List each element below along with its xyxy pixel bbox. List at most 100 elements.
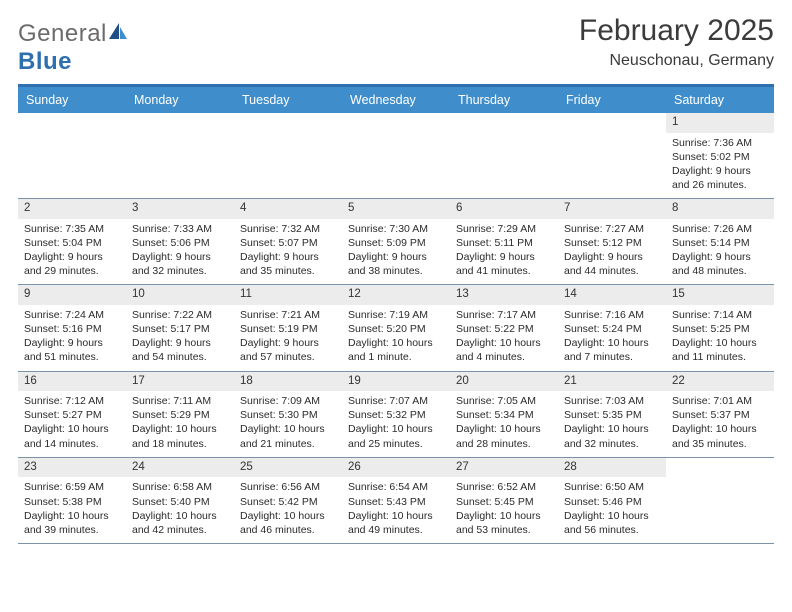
sunset-text: Sunset: 5:30 PM [240, 408, 336, 422]
day-number: 28 [558, 458, 666, 478]
sunset-text: Sunset: 5:06 PM [132, 236, 228, 250]
sunrise-text: Sunrise: 7:24 AM [24, 308, 120, 322]
day-body: Sunrise: 6:58 AMSunset: 5:40 PMDaylight:… [126, 477, 234, 543]
day-number: 10 [126, 285, 234, 305]
sunrise-text: Sunrise: 7:17 AM [456, 308, 552, 322]
daylight-text: Daylight: 10 hours and 21 minutes. [240, 422, 336, 450]
daylight-text: Daylight: 9 hours and 32 minutes. [132, 250, 228, 278]
sunrise-text: Sunrise: 6:58 AM [132, 480, 228, 494]
daylight-text: Daylight: 10 hours and 49 minutes. [348, 509, 444, 537]
daylight-text: Daylight: 9 hours and 38 minutes. [348, 250, 444, 278]
calendar-day: 8Sunrise: 7:26 AMSunset: 5:14 PMDaylight… [666, 199, 774, 284]
calendar-day: 7Sunrise: 7:27 AMSunset: 5:12 PMDaylight… [558, 199, 666, 284]
sunrise-text: Sunrise: 7:22 AM [132, 308, 228, 322]
calendar-day: 18Sunrise: 7:09 AMSunset: 5:30 PMDayligh… [234, 372, 342, 457]
calendar-page: GeneralBlue February 2025 Neuschonau, Ge… [0, 0, 792, 612]
day-number: 21 [558, 372, 666, 392]
sunrise-text: Sunrise: 7:03 AM [564, 394, 660, 408]
day-body: Sunrise: 7:36 AMSunset: 5:02 PMDaylight:… [666, 133, 774, 199]
daylight-text: Daylight: 10 hours and 25 minutes. [348, 422, 444, 450]
sunrise-text: Sunrise: 7:29 AM [456, 222, 552, 236]
month-title: February 2025 [579, 14, 774, 48]
sunrise-text: Sunrise: 7:32 AM [240, 222, 336, 236]
weekday-fri: Friday [558, 87, 666, 113]
calendar-day [234, 113, 342, 198]
sunrise-text: Sunrise: 7:19 AM [348, 308, 444, 322]
calendar-day [18, 113, 126, 198]
day-body: Sunrise: 7:12 AMSunset: 5:27 PMDaylight:… [18, 391, 126, 457]
sunset-text: Sunset: 5:43 PM [348, 495, 444, 509]
calendar-week: 1Sunrise: 7:36 AMSunset: 5:02 PMDaylight… [18, 113, 774, 199]
day-number: 19 [342, 372, 450, 392]
day-number: 4 [234, 199, 342, 219]
day-body: Sunrise: 7:21 AMSunset: 5:19 PMDaylight:… [234, 305, 342, 371]
day-body: Sunrise: 7:17 AMSunset: 5:22 PMDaylight:… [450, 305, 558, 371]
sunrise-text: Sunrise: 7:12 AM [24, 394, 120, 408]
calendar-week: 9Sunrise: 7:24 AMSunset: 5:16 PMDaylight… [18, 285, 774, 371]
weekday-thu: Thursday [450, 87, 558, 113]
calendar-day: 11Sunrise: 7:21 AMSunset: 5:19 PMDayligh… [234, 285, 342, 370]
day-number: 20 [450, 372, 558, 392]
sunrise-text: Sunrise: 7:07 AM [348, 394, 444, 408]
calendar-day: 25Sunrise: 6:56 AMSunset: 5:42 PMDayligh… [234, 458, 342, 543]
weekday-mon: Monday [126, 87, 234, 113]
day-number: 18 [234, 372, 342, 392]
day-number: 14 [558, 285, 666, 305]
day-body: Sunrise: 7:35 AMSunset: 5:04 PMDaylight:… [18, 219, 126, 285]
sunrise-text: Sunrise: 6:54 AM [348, 480, 444, 494]
daylight-text: Daylight: 9 hours and 51 minutes. [24, 336, 120, 364]
sunrise-text: Sunrise: 7:21 AM [240, 308, 336, 322]
day-number: 3 [126, 199, 234, 219]
sunrise-text: Sunrise: 6:50 AM [564, 480, 660, 494]
day-number: 7 [558, 199, 666, 219]
sunset-text: Sunset: 5:29 PM [132, 408, 228, 422]
day-number: 27 [450, 458, 558, 478]
day-body: Sunrise: 6:54 AMSunset: 5:43 PMDaylight:… [342, 477, 450, 543]
header-row: GeneralBlue February 2025 Neuschonau, Ge… [18, 14, 774, 76]
sunset-text: Sunset: 5:27 PM [24, 408, 120, 422]
calendar-day: 22Sunrise: 7:01 AMSunset: 5:37 PMDayligh… [666, 372, 774, 457]
sunset-text: Sunset: 5:46 PM [564, 495, 660, 509]
calendar-day: 16Sunrise: 7:12 AMSunset: 5:27 PMDayligh… [18, 372, 126, 457]
sunset-text: Sunset: 5:45 PM [456, 495, 552, 509]
sunrise-text: Sunrise: 7:30 AM [348, 222, 444, 236]
day-number: 5 [342, 199, 450, 219]
calendar-day: 3 Sunrise: 7:33 AMSunset: 5:06 PMDaylight… [126, 199, 234, 284]
day-body: Sunrise: 7:27 AMSunset: 5:12 PMDaylight:… [558, 219, 666, 285]
daylight-text: Daylight: 9 hours and 35 minutes. [240, 250, 336, 278]
daylight-text: Daylight: 9 hours and 29 minutes. [24, 250, 120, 278]
daylight-text: Daylight: 9 hours and 54 minutes. [132, 336, 228, 364]
day-body: Sunrise: 7:22 AMSunset: 5:17 PMDaylight:… [126, 305, 234, 371]
calendar-week: 2Sunrise: 7:35 AMSunset: 5:04 PMDaylight… [18, 199, 774, 285]
weekday-tue: Tuesday [234, 87, 342, 113]
sunset-text: Sunset: 5:07 PM [240, 236, 336, 250]
calendar-day [342, 113, 450, 198]
calendar-week: 23Sunrise: 6:59 AMSunset: 5:38 PMDayligh… [18, 458, 774, 544]
calendar-day: 23Sunrise: 6:59 AMSunset: 5:38 PMDayligh… [18, 458, 126, 543]
sunset-text: Sunset: 5:09 PM [348, 236, 444, 250]
calendar-day: 21Sunrise: 7:03 AMSunset: 5:35 PMDayligh… [558, 372, 666, 457]
day-body: Sunrise: 7:14 AMSunset: 5:25 PMDaylight:… [666, 305, 774, 371]
calendar-day: 12Sunrise: 7:19 AMSunset: 5:20 PMDayligh… [342, 285, 450, 370]
calendar-day [126, 113, 234, 198]
day-number: 23 [18, 458, 126, 478]
daylight-text: Daylight: 10 hours and 32 minutes. [564, 422, 660, 450]
brand-word-1: General [18, 20, 107, 47]
location-subtitle: Neuschonau, Germany [579, 52, 774, 70]
day-body: Sunrise: 7:29 AMSunset: 5:11 PMDaylight:… [450, 219, 558, 285]
weekday-wed: Wednesday [342, 87, 450, 113]
sunrise-text: Sunrise: 6:56 AM [240, 480, 336, 494]
sunset-text: Sunset: 5:24 PM [564, 322, 660, 336]
calendar-day: 6Sunrise: 7:29 AMSunset: 5:11 PMDaylight… [450, 199, 558, 284]
sunrise-text: Sunrise: 7:36 AM [672, 136, 768, 150]
sunset-text: Sunset: 5:12 PM [564, 236, 660, 250]
daylight-text: Daylight: 10 hours and 18 minutes. [132, 422, 228, 450]
day-body: Sunrise: 6:52 AMSunset: 5:45 PMDaylight:… [450, 477, 558, 543]
day-body: Sunrise: 7:26 AMSunset: 5:14 PMDaylight:… [666, 219, 774, 285]
daylight-text: Daylight: 10 hours and 53 minutes. [456, 509, 552, 537]
daylight-text: Daylight: 9 hours and 48 minutes. [672, 250, 768, 278]
calendar-day: 20Sunrise: 7:05 AMSunset: 5:34 PMDayligh… [450, 372, 558, 457]
sunset-text: Sunset: 5:40 PM [132, 495, 228, 509]
sunrise-text: Sunrise: 7:33 AM [132, 222, 228, 236]
calendar-day: 28Sunrise: 6:50 AMSunset: 5:46 PMDayligh… [558, 458, 666, 543]
